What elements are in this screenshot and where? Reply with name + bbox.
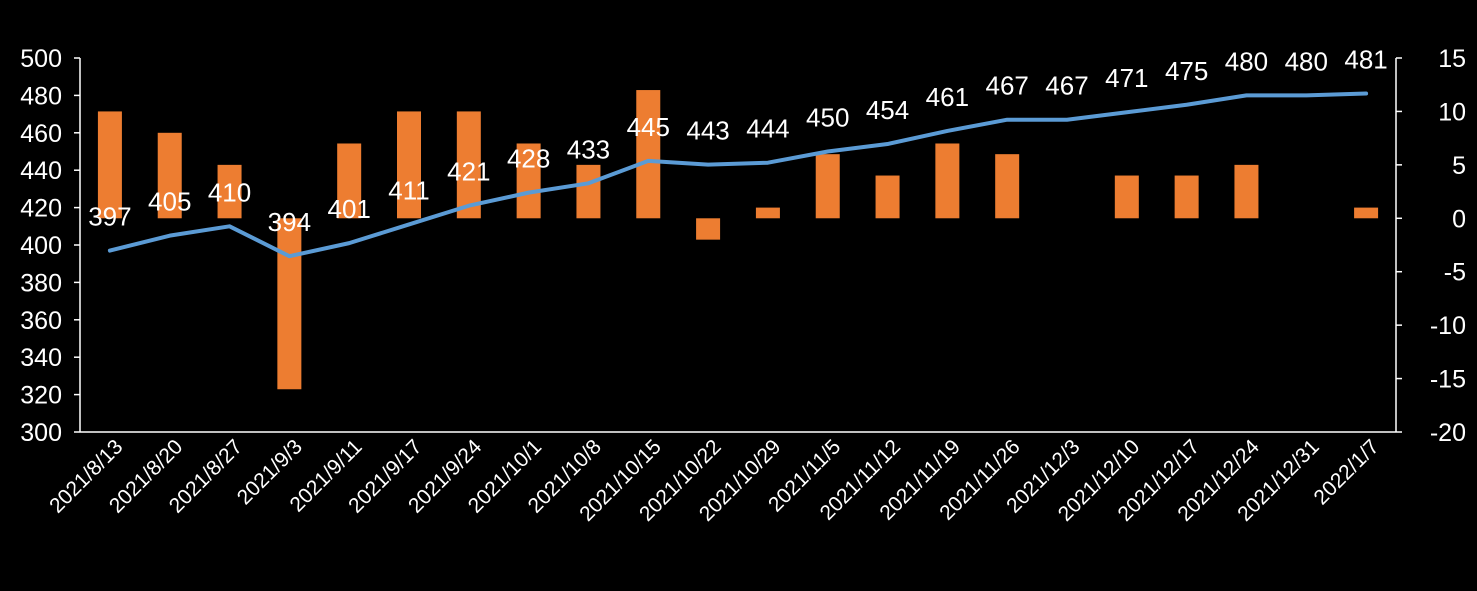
data-label: 454 [866, 95, 909, 125]
data-label: 445 [627, 112, 670, 142]
bar [217, 164, 242, 219]
data-label: 401 [327, 194, 370, 224]
left-tick-label: 500 [20, 45, 62, 73]
right-tick-label: 0 [1452, 205, 1466, 233]
bar [1114, 175, 1139, 219]
bar [397, 111, 421, 219]
data-label: 480 [1285, 46, 1328, 76]
data-label: 467 [1045, 71, 1088, 101]
data-label: 433 [567, 134, 610, 164]
data-label: 405 [148, 187, 191, 217]
data-label: 450 [806, 103, 849, 133]
bar [456, 111, 481, 219]
left-tick-label: 400 [20, 232, 62, 260]
left-tick-label: 360 [20, 307, 62, 335]
data-label: 443 [686, 116, 729, 146]
right-axis-ticks: -20 -15 -10 -5 0 5 10 15 [1396, 45, 1466, 447]
left-tick-label: 480 [20, 82, 62, 110]
bar [995, 154, 1020, 219]
bar [516, 143, 541, 219]
bar [875, 175, 900, 219]
data-label: 397 [88, 202, 131, 232]
right-tick-label: 15 [1438, 45, 1466, 73]
data-label: 471 [1105, 63, 1148, 93]
bar [935, 143, 960, 219]
right-tick-label: -10 [1430, 312, 1466, 340]
bar [157, 132, 182, 219]
bar [576, 164, 601, 219]
data-label: 467 [985, 71, 1028, 101]
category-axis-ticks: 2021/8/132021/8/202021/8/272021/9/32021/… [45, 435, 1384, 526]
bar-series [97, 90, 1379, 390]
right-tick-label: 5 [1452, 152, 1466, 180]
category-tick-label: 2022/1/7 [1310, 435, 1384, 509]
left-tick-label: 340 [20, 344, 62, 372]
left-tick-label: 380 [20, 269, 62, 297]
left-tick-label: 320 [20, 382, 62, 410]
data-labels: 397 405 410 394 401 411 421 428 433 445 443 444 450 4… [88, 45, 1388, 238]
bar [1354, 207, 1379, 219]
left-tick-label: 460 [20, 120, 62, 148]
data-label: 410 [208, 177, 251, 207]
bar [815, 154, 840, 219]
right-tick-label: -5 [1444, 259, 1466, 287]
data-label: 475 [1165, 56, 1208, 86]
data-label: 481 [1344, 45, 1387, 75]
data-label: 461 [926, 82, 969, 112]
data-label: 428 [507, 144, 550, 174]
data-label: 480 [1225, 46, 1268, 76]
left-tick-label: 440 [20, 157, 62, 185]
left-axis-ticks: 300 320 340 360 380 400 420 440 460 480 500 [20, 45, 80, 447]
bar [337, 143, 362, 219]
bar [696, 218, 721, 240]
bar [755, 207, 780, 219]
right-tick-label: 10 [1438, 98, 1466, 126]
right-tick-label: -15 [1430, 366, 1466, 394]
bar [97, 111, 122, 219]
bar [277, 218, 302, 390]
data-label: 421 [447, 157, 490, 187]
bar [1174, 175, 1199, 219]
bar [636, 90, 661, 219]
line-series-path [107, 91, 1369, 259]
data-label: 394 [268, 207, 311, 237]
line-series [107, 91, 1369, 259]
data-label: 444 [746, 114, 789, 144]
bar [1234, 164, 1259, 219]
left-tick-label: 420 [20, 195, 62, 223]
data-label: 411 [388, 175, 429, 205]
right-tick-label: -20 [1430, 419, 1466, 447]
left-tick-label: 300 [20, 419, 62, 447]
